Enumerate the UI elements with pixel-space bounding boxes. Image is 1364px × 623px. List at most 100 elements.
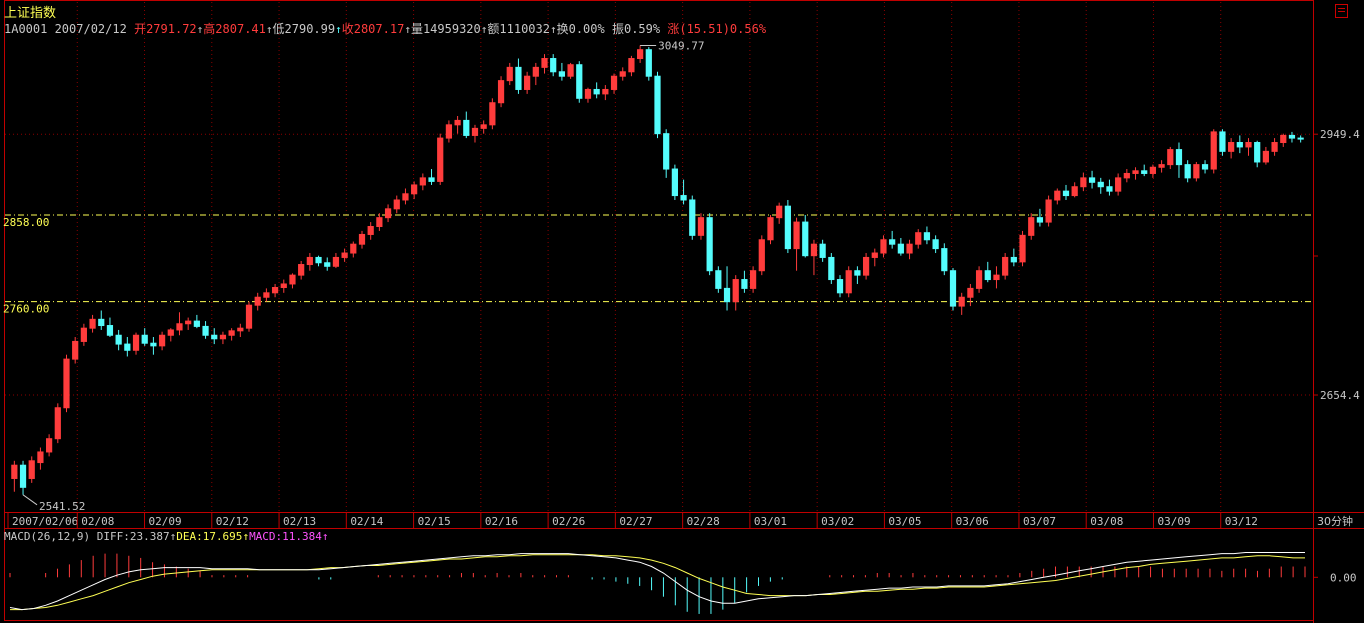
price-axis: 2949.4 2654.4 [1313, 128, 1360, 402]
up-arrow-icon: ↑ [321, 530, 329, 543]
candle-up [637, 49, 644, 60]
candle-down [1141, 170, 1148, 174]
candle-up [228, 330, 235, 336]
candle-up [306, 256, 313, 266]
date-label: 02/14 [350, 515, 383, 528]
macd-panel: 0.00 [9, 552, 1357, 614]
candle-up [810, 243, 818, 257]
candle-up [776, 205, 783, 219]
up-arrow-icon: ↑ [335, 23, 342, 36]
turnover-value: 0.00% [568, 22, 605, 36]
candle-up [245, 304, 253, 329]
candle-down [741, 279, 748, 289]
candle-up [1045, 199, 1052, 223]
candle-up [958, 296, 965, 307]
candle-down [124, 343, 131, 351]
date-axis: 2007/02/06 02/08 02/09 02/12 02/13 02/14 02/15… [7, 512, 1353, 528]
candle-down [723, 287, 731, 303]
code-date: 1A0001 2007/02/12 [4, 22, 127, 36]
guide-label: 2760.00 [3, 303, 49, 316]
candle-up [1158, 164, 1165, 168]
candle-up [1019, 234, 1026, 263]
date-label: 2007/02/06 [12, 515, 78, 528]
candle-up [532, 66, 539, 77]
candle-up [1210, 131, 1217, 170]
candle-up [506, 66, 513, 82]
date-label: 02/13 [283, 515, 316, 528]
candle-down [150, 342, 157, 347]
candle-up [132, 334, 140, 351]
open-label: 开 [134, 22, 147, 36]
candle-up [619, 71, 626, 77]
candle-up [280, 283, 287, 289]
candle-down [1297, 137, 1304, 140]
candle-down [1219, 131, 1226, 152]
candle-up [80, 327, 87, 342]
date-label: 03/08 [1090, 515, 1123, 528]
candle-down [984, 270, 991, 281]
date-label: 03/07 [1023, 515, 1056, 528]
candle-up [28, 460, 35, 479]
open-value: 2791.72 [146, 22, 197, 36]
candle-down [1288, 134, 1296, 139]
candle-down [689, 199, 696, 236]
candle-down [819, 243, 826, 258]
candle-up [367, 226, 374, 235]
candle-down [836, 279, 844, 294]
amount-value: 1110032 [499, 22, 550, 36]
date-label: 02/27 [619, 515, 652, 528]
candle-up [1167, 149, 1174, 166]
candle-up [185, 320, 192, 325]
candle-up [437, 137, 444, 182]
candle-down [1036, 217, 1044, 223]
candle-down [828, 256, 835, 281]
candle-down [889, 239, 896, 245]
candle-up [1115, 177, 1122, 192]
candle-up [1193, 164, 1200, 179]
close-value: 2807.17 [353, 22, 405, 36]
candle-down [19, 464, 27, 488]
candle-up [167, 329, 174, 336]
candle-up [1132, 170, 1139, 174]
diff-value: DIFF:23.387 [96, 530, 170, 543]
date-label: 02/16 [485, 515, 518, 528]
candle-up [524, 75, 531, 90]
candle-down [802, 221, 809, 257]
window-restore-icon[interactable] [1335, 4, 1348, 18]
candle-down [106, 325, 114, 336]
quote-bar: 1A0001 2007/02/12 开2791.72↑高2807.41↑低279… [4, 20, 766, 37]
up-arrow-icon: ↑ [242, 530, 250, 543]
change-value: (15.51)0.56% [679, 22, 767, 36]
up-arrow-icon: ↑ [480, 23, 488, 36]
candle-down [315, 256, 322, 264]
candle-up [1280, 134, 1287, 144]
candle-up [237, 327, 244, 332]
candle-up [89, 318, 96, 329]
candle-up [289, 274, 296, 285]
date-label: 03/02 [821, 515, 854, 528]
candle-up [1271, 142, 1278, 152]
candle-up [993, 274, 1000, 281]
candle-up [1262, 150, 1269, 163]
price-tick-label: 2654.4 [1320, 389, 1360, 402]
low-label: 低 [272, 22, 285, 36]
candle-down [593, 88, 600, 95]
candle-up [419, 177, 426, 186]
candle-up [871, 252, 878, 258]
candle-down [1236, 142, 1243, 148]
candle-up [63, 358, 70, 409]
candle-down [923, 232, 931, 241]
candle-up [376, 217, 383, 228]
close-label: 收 [341, 22, 354, 36]
period-label: 30分钟 [1317, 514, 1353, 528]
high-value: 2807.41 [215, 22, 266, 36]
candle-down [645, 49, 652, 77]
candle-down [193, 320, 200, 327]
candle-up [480, 124, 487, 129]
candle-up [411, 184, 418, 195]
up-arrow-icon: ↑ [404, 23, 411, 36]
candle-up [471, 127, 479, 136]
candle-down [671, 168, 678, 197]
candle-up [384, 208, 392, 219]
candle-down [1175, 149, 1183, 166]
